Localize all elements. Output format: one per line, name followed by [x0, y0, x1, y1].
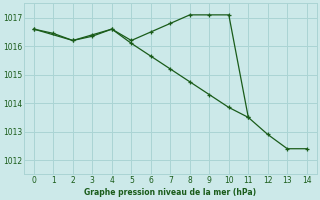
X-axis label: Graphe pression niveau de la mer (hPa): Graphe pression niveau de la mer (hPa): [84, 188, 256, 197]
